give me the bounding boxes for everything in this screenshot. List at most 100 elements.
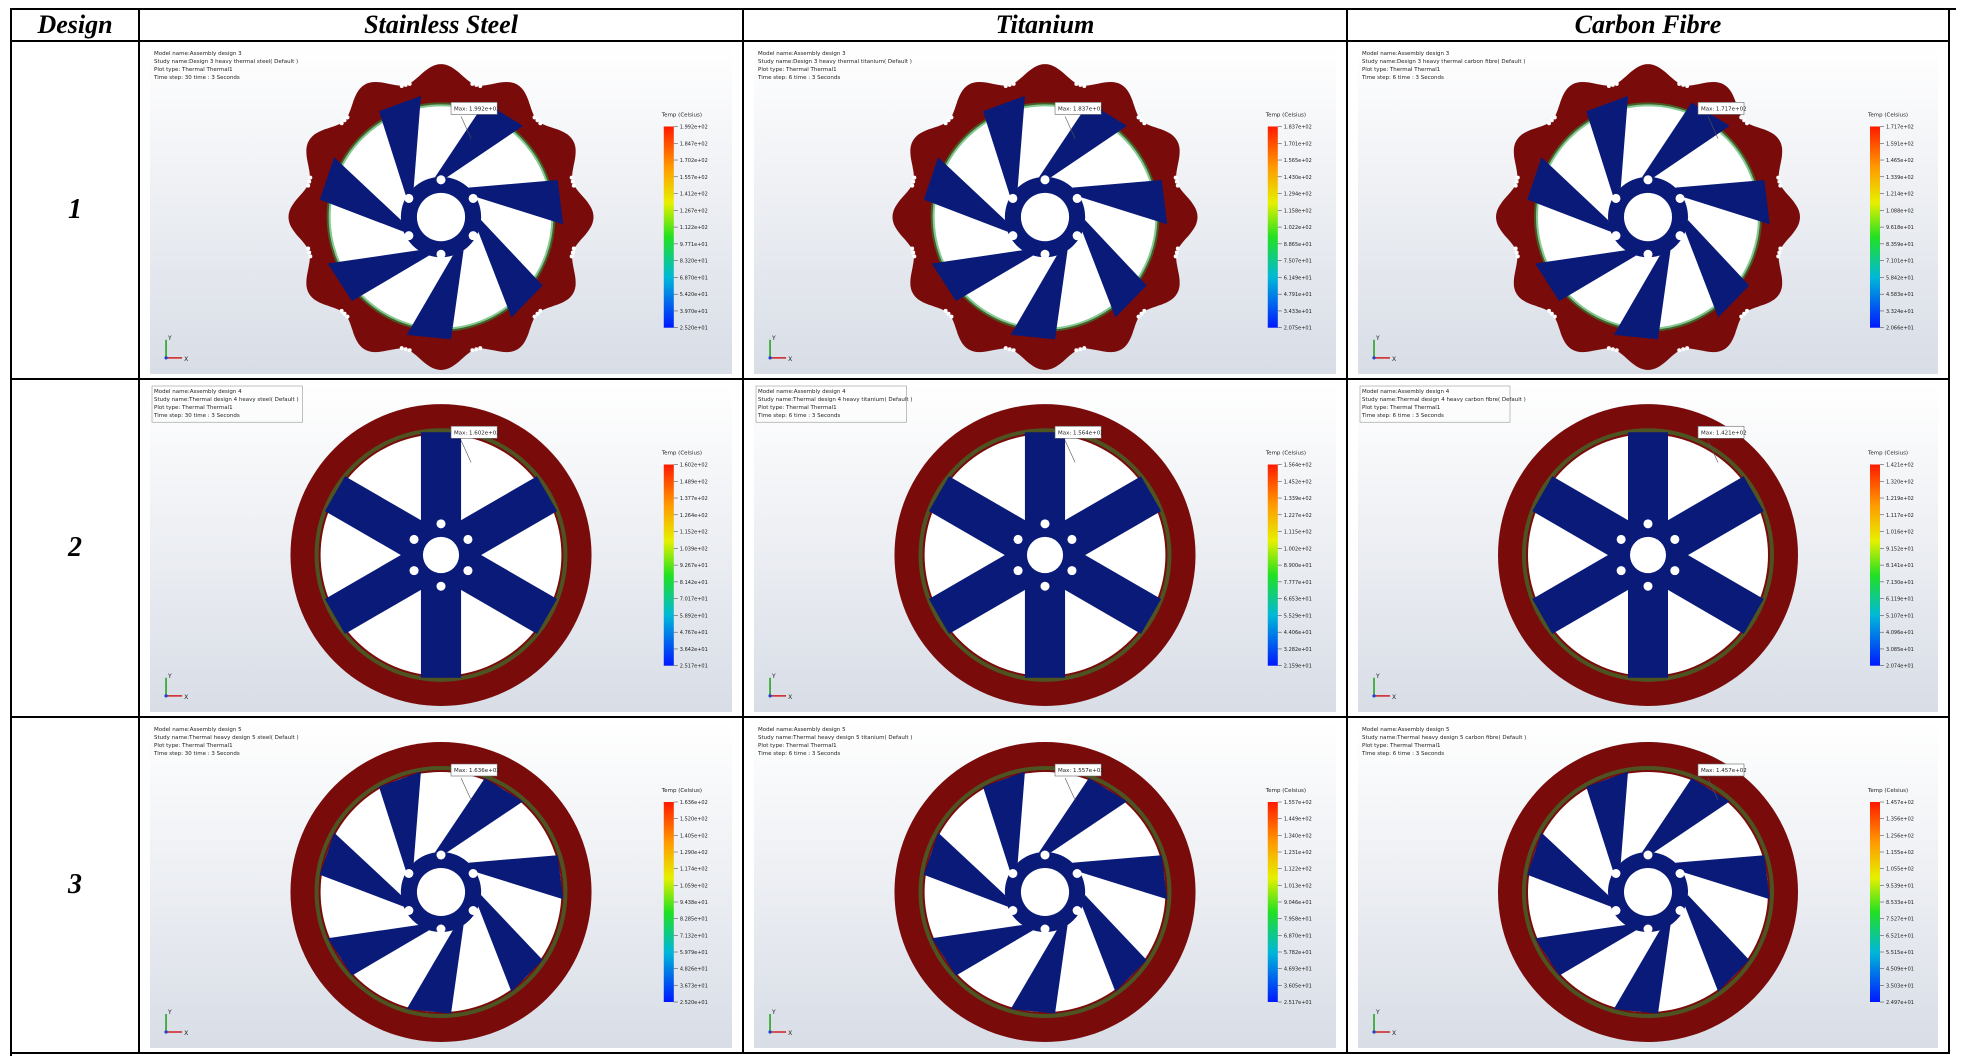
legend-tick: 1.115e+02: [1284, 530, 1312, 536]
legend-tick: 1.702e+02: [680, 158, 708, 164]
axis-triad-icon: YX: [1372, 1009, 1396, 1037]
header-carbon-fibre: Carbon Fibre: [1348, 10, 1950, 42]
time-step: Time step: 6 time : 3 Seconds: [757, 75, 840, 81]
legend-tick: 1.039e+02: [680, 546, 708, 552]
study-info: Model name:Assembly design 3 Study name:D…: [153, 51, 298, 81]
plot-type: Plot type: Thermal Thermal1: [154, 67, 233, 73]
legend-tick: 8.533e+01: [1886, 900, 1914, 906]
legend-tick: 1.013e+02: [1284, 883, 1312, 889]
legend-tick: 2.517e+01: [680, 664, 708, 670]
model-name: Model name:Assembly design 3: [154, 51, 242, 57]
legend-tick: 7.130e+01: [1886, 580, 1914, 586]
spoke: [1642, 102, 1730, 178]
legend-tick: 6.521e+01: [1886, 933, 1914, 939]
legend-tick: 1.992e+02: [680, 124, 708, 130]
legend-tick: 3.324e+01: [1886, 309, 1914, 315]
legend-title: Temp (Celsius): [661, 788, 702, 794]
legend-tick: 7.101e+01: [1886, 259, 1914, 265]
thermal-plot: Model name:Assembly design 5 Study name:T…: [150, 722, 732, 1048]
color-legend: Temp (Celsius) 1.992e+02 1.847e+02 1.702e+0…: [661, 112, 708, 331]
legend-tick: 9.438e+01: [680, 900, 708, 906]
header-titanium: Titanium: [744, 10, 1348, 42]
legend-tick: 1.256e+02: [1886, 833, 1914, 839]
legend-tick: 1.449e+02: [1284, 817, 1312, 823]
max-annotation: Max: 1.564e+02: [1054, 425, 1104, 463]
legend-tick: 6.119e+01: [1886, 597, 1914, 603]
study-info: Model name:Assembly design 4 Study name:T…: [151, 385, 303, 423]
legend-tick: 5.782e+01: [1284, 950, 1312, 956]
max-annotation: Max: 1.457e+02: [1697, 763, 1747, 801]
axis-x-label: X: [1392, 1030, 1396, 1037]
max-annotation: Max: 1.557e+02: [1054, 763, 1104, 801]
thermal-plot: Model name:Assembly design 3 Study name:D…: [754, 46, 1336, 374]
spoke: [1675, 180, 1770, 225]
legend-tick: 1.520e+02: [680, 817, 708, 823]
plot-type: Plot type: Thermal Thermal1: [154, 405, 233, 411]
legend-tick: 1.122e+02: [680, 225, 708, 231]
axis-triad-icon: YX: [768, 1009, 792, 1037]
study-name: Study name:Design 3 heavy thermal steel(…: [154, 59, 298, 65]
time-step: Time step: 6 time : 3 Seconds: [1361, 751, 1444, 757]
max-value: Max: 1.717e+02: [1701, 106, 1747, 112]
legend-tick: 1.158e+02: [1284, 208, 1312, 214]
spoke: [1072, 180, 1168, 225]
spoke: [327, 250, 430, 302]
study-info: Model name:Assembly design 3 Study name:D…: [757, 51, 912, 81]
legend-tick: 1.565e+02: [1284, 158, 1312, 164]
legend-tick: 1.059e+02: [680, 883, 708, 889]
axis-triad-icon: YX: [164, 1009, 188, 1037]
axis-x-label: X: [184, 356, 188, 363]
legend-tick: 1.214e+02: [1886, 192, 1914, 198]
time-step: Time step: 6 time : 3 Seconds: [1361, 413, 1444, 419]
legend-tick: 7.507e+01: [1284, 259, 1312, 265]
axis-x-label: X: [788, 694, 792, 701]
legend-tick: 5.842e+01: [1886, 275, 1914, 281]
time-step: Time step: 30 time : 3 Seconds: [153, 413, 240, 419]
sim-cell: Model name:Assembly design 5 Study name:T…: [1348, 718, 1950, 1054]
thermal-plot: Model name:Assembly design 4 Study name:T…: [754, 384, 1336, 712]
legend-tick: 8.900e+01: [1284, 563, 1312, 569]
model-name: Model name:Assembly design 5: [154, 727, 242, 733]
sim-cell: Model name:Assembly design 5 Study name:T…: [744, 718, 1348, 1054]
legend-tick: 1.231e+02: [1284, 850, 1312, 856]
legend-title: Temp (Celsius): [1867, 112, 1908, 118]
spoke: [1642, 778, 1730, 853]
axis-y-label: Y: [167, 335, 172, 342]
legend-tick: 1.022e+02: [1284, 225, 1312, 231]
axis-triad-icon: YX: [768, 335, 792, 363]
plot-type: Plot type: Thermal Thermal1: [758, 67, 837, 73]
study-name: Study name:Thermal heavy design 5 steel(…: [154, 735, 299, 741]
header-stainless-steel: Stainless Steel: [140, 10, 744, 42]
spoke: [1613, 250, 1671, 340]
legend-tick: 1.377e+02: [680, 496, 708, 502]
legend-tick: 1.016e+02: [1886, 530, 1914, 536]
model-name: Model name:Assembly design 3: [1362, 51, 1450, 57]
legend-tick: 4.096e+01: [1886, 630, 1914, 636]
legend-tick: 5.515e+01: [1886, 950, 1914, 956]
legend-tick: 3.605e+01: [1284, 983, 1312, 989]
legend-tick: 7.958e+01: [1284, 917, 1312, 923]
legend-tick: 9.267e+01: [680, 563, 708, 569]
time-step: Time step: 30 time : 3 Seconds: [153, 751, 240, 757]
thermal-plot: Model name:Assembly design 4 Study name:T…: [150, 384, 732, 712]
max-value: Max: 1.992e+02: [454, 106, 500, 112]
legend-tick: 4.509e+01: [1886, 967, 1914, 973]
axis-x-label: X: [1392, 694, 1396, 701]
max-annotation: Max: 1.717e+02: [1697, 102, 1747, 139]
axis-x-label: X: [788, 356, 792, 363]
legend-tick: 1.847e+02: [680, 141, 708, 147]
spoke: [1038, 102, 1127, 178]
legend-tick: 5.892e+01: [680, 613, 708, 619]
color-legend: Temp (Celsius) 1.421e+02 1.320e+02 1.219e+0…: [1867, 450, 1914, 669]
legend-tick: 1.219e+02: [1886, 496, 1914, 502]
spoke: [1685, 895, 1750, 992]
legend-tick: 1.591e+02: [1886, 141, 1914, 147]
thermal-plot: Model name:Assembly design 4 Study name:T…: [1358, 384, 1938, 712]
color-legend: Temp (Celsius) 1.602e+02 1.489e+02 1.377e+0…: [661, 450, 708, 669]
axis-y-label: Y: [167, 1009, 172, 1016]
time-step: Time step: 6 time : 3 Seconds: [1361, 75, 1444, 81]
spoke: [378, 771, 421, 872]
row-label-3: 3: [12, 718, 140, 1054]
axis-x-label: X: [788, 1030, 792, 1037]
row-label-1: 1: [12, 42, 140, 380]
